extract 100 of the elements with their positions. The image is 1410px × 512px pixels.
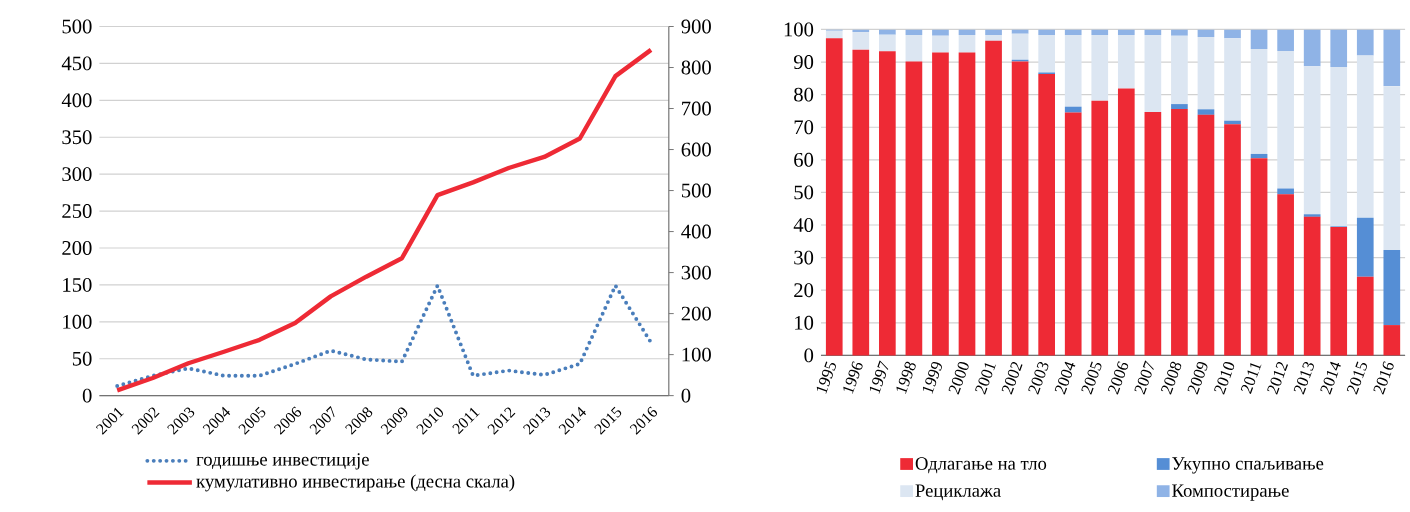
bar xyxy=(1091,29,1109,35)
bar xyxy=(1038,73,1055,356)
bar xyxy=(1091,100,1109,356)
y-tick-label: 90 xyxy=(793,54,814,69)
bar xyxy=(1250,153,1268,158)
y2-tick-label: 500 xyxy=(681,183,711,198)
bar xyxy=(1330,226,1348,356)
bar xyxy=(905,61,923,356)
x-tick-label: 1997 xyxy=(869,360,889,394)
bar xyxy=(1277,50,1294,189)
y-tick-label: 250 xyxy=(62,203,92,218)
bar xyxy=(1197,36,1215,110)
line-series xyxy=(115,283,653,388)
bar xyxy=(879,51,896,356)
y-tick-label: 300 xyxy=(62,166,92,181)
bar xyxy=(958,52,976,356)
y2-tick-label: 400 xyxy=(681,224,711,239)
bar xyxy=(1330,29,1348,67)
x-tick-label: 1996 xyxy=(843,361,863,394)
line-series xyxy=(114,47,654,393)
bar xyxy=(932,35,949,53)
x-tick-label: 2006 xyxy=(1107,361,1129,395)
y2-tick-label: 200 xyxy=(681,306,711,321)
bar xyxy=(825,38,843,356)
bar xyxy=(879,29,896,35)
bar xyxy=(985,29,1002,35)
bar xyxy=(1144,111,1162,356)
bar xyxy=(1383,29,1401,86)
y-tick-label: 450 xyxy=(61,56,92,71)
bar xyxy=(1038,34,1055,73)
x-tick-label: 2014 xyxy=(1320,361,1341,395)
x-tick-label: 1995 xyxy=(816,361,836,394)
bar xyxy=(1171,29,1188,36)
bar xyxy=(825,30,843,39)
x-tick-label: 2011 xyxy=(452,407,480,435)
bar xyxy=(1171,35,1188,104)
bar xyxy=(1064,106,1082,113)
bar xyxy=(1144,34,1162,112)
x-tick-label: 2005 xyxy=(1081,361,1102,395)
y-tick-label: 100 xyxy=(63,314,92,329)
bar xyxy=(1356,217,1374,277)
bar xyxy=(1303,216,1321,356)
y-tick-label: 0 xyxy=(804,348,814,363)
y-tick-label: 400 xyxy=(61,93,92,108)
y2-tick-label: 100 xyxy=(682,347,711,362)
bar xyxy=(1197,29,1215,37)
bar xyxy=(932,52,949,356)
y-tick-label: 200 xyxy=(62,240,92,255)
bar xyxy=(1171,108,1188,356)
bar xyxy=(1117,29,1135,35)
bar xyxy=(1383,85,1401,250)
x-tick-label: 2008 xyxy=(1161,361,1182,395)
y-tick-label: 40 xyxy=(793,217,814,232)
bar xyxy=(1250,48,1268,154)
legend-label: Компостирање xyxy=(1172,484,1289,501)
x-tick-label: 2001 xyxy=(975,362,996,395)
bar xyxy=(1224,29,1241,39)
bar xyxy=(1064,29,1082,35)
bar xyxy=(1117,88,1135,356)
legend-label: годишње инвестиције xyxy=(196,452,369,470)
bar xyxy=(958,34,976,53)
bar xyxy=(1197,114,1215,356)
bar xyxy=(879,34,896,52)
y-tick-label: 70 xyxy=(794,120,814,134)
bar xyxy=(1356,29,1374,56)
x-tick-label: 2003 xyxy=(1028,361,1049,395)
y-tick-label: 50 xyxy=(72,351,92,366)
x-tick-label: 2016 xyxy=(1373,361,1394,395)
y2-tick-label: 900 xyxy=(681,19,711,34)
legend-label: Рециклажа xyxy=(915,484,1001,501)
legend-label: кумулативно инвестирање (десна скала) xyxy=(196,474,515,492)
bar xyxy=(1224,124,1241,356)
bar xyxy=(1303,66,1321,215)
bar xyxy=(905,34,923,62)
bar xyxy=(1171,103,1188,109)
bar xyxy=(852,31,870,50)
y-tick-label: 20 xyxy=(794,283,814,297)
bar xyxy=(1011,61,1029,356)
x-tick-label: 2002 xyxy=(1001,361,1023,395)
bar xyxy=(1064,112,1082,356)
x-tick-label: 2011 xyxy=(1240,362,1262,394)
x-tick-label: 2000 xyxy=(948,361,969,395)
bar xyxy=(1303,29,1321,67)
x-tick-label: 2012 xyxy=(1267,361,1289,395)
y-tick-label: 150 xyxy=(63,277,92,292)
x-tick-label: 2013 xyxy=(1293,361,1314,395)
x-tick-label: 1998 xyxy=(896,361,916,394)
y2-tick-label: 0 xyxy=(681,388,691,403)
x-tick-label: 2009 xyxy=(1187,361,1208,395)
y-tick-label: 60 xyxy=(794,152,814,167)
y-tick-label: 50 xyxy=(794,185,814,200)
bar xyxy=(932,29,949,36)
y-tick-label: 80 xyxy=(794,87,814,102)
x-tick-label: 1999 xyxy=(922,361,942,394)
bar xyxy=(1224,38,1241,121)
bar xyxy=(1383,324,1401,356)
y2-tick-label: 700 xyxy=(682,101,711,116)
bar xyxy=(1064,34,1082,107)
y2-tick-label: 800 xyxy=(681,60,711,75)
bar xyxy=(1011,29,1029,34)
